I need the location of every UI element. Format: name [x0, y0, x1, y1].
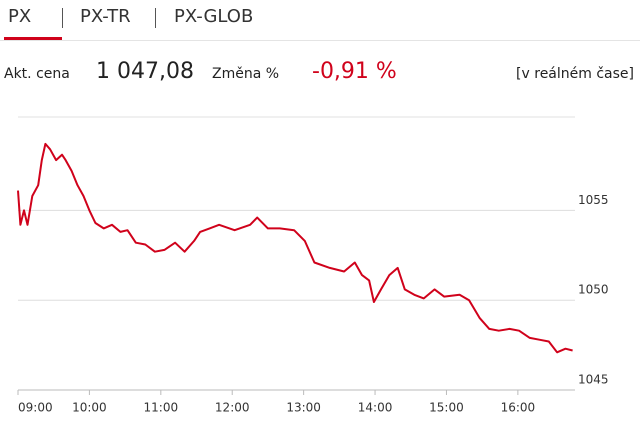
x-tick-label: 12:00: [215, 401, 250, 415]
price-line: [17, 142, 573, 354]
tab[interactable]: PX-GLOB: [174, 6, 254, 27]
x-tick-label: 14:00: [358, 401, 393, 415]
tab[interactable]: PX: [8, 6, 32, 27]
tab-bar: PX PX-TR PX-GLOB: [0, 0, 640, 41]
separator: [62, 8, 63, 28]
x-tick-label: 09:00: [18, 401, 53, 415]
active-underline: [4, 37, 62, 40]
y-tick-label: 1055: [578, 193, 609, 207]
separator: [155, 8, 156, 28]
change: -0,91 %: [312, 59, 397, 84]
realtime-note: [v reálném čase]: [516, 66, 634, 82]
x-tick-label: 13:00: [286, 401, 321, 415]
x-tick-label: 10:00: [72, 401, 107, 415]
x-tick-label: 16:00: [501, 401, 536, 415]
price: 1 047,08: [96, 59, 194, 84]
y-tick-label: 1050: [578, 283, 609, 297]
tab[interactable]: PX-TR: [80, 6, 131, 27]
change-label: Změna %: [212, 66, 280, 82]
x-tick-label: 11:00: [144, 401, 179, 415]
y-tick-label: 1045: [578, 373, 609, 387]
x-tick-label: 15:00: [429, 401, 464, 415]
price-label: Akt. cena: [4, 66, 70, 82]
